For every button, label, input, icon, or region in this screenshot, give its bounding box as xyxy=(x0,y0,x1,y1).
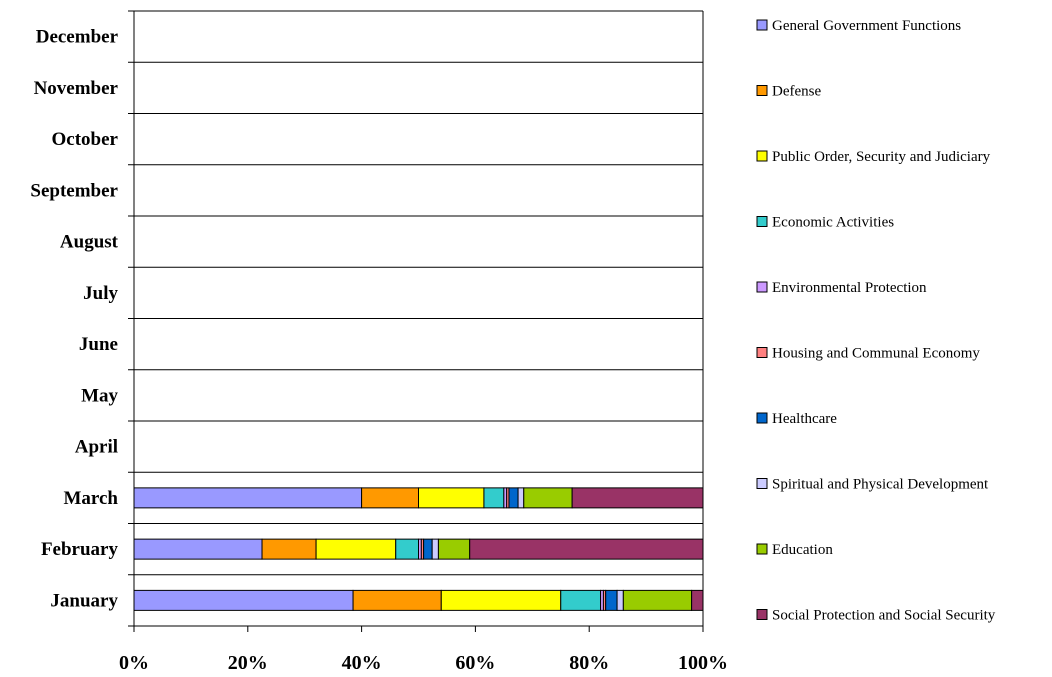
category-label: June xyxy=(79,334,118,355)
legend-label: Social Protection and Social Security xyxy=(772,608,996,624)
category-label: February xyxy=(41,539,119,560)
bar-segment xyxy=(508,487,519,509)
legend-swatch xyxy=(756,281,768,293)
legend-label: Public Order, Security and Judiciary xyxy=(772,149,991,165)
legend-label: Economic Activities xyxy=(772,215,894,231)
bar-segment xyxy=(571,487,704,509)
category-label: December xyxy=(36,27,119,48)
legend-swatch xyxy=(756,347,768,358)
category-label: October xyxy=(52,129,119,150)
category-label: September xyxy=(30,180,118,201)
legend-label: Education xyxy=(772,542,833,558)
bar-segment xyxy=(560,589,602,611)
bar-segment xyxy=(418,487,485,509)
bar-segment xyxy=(423,538,433,560)
bar-segment xyxy=(395,538,419,560)
x-tick-label: 80% xyxy=(569,652,609,674)
legend-swatch xyxy=(756,216,768,227)
x-tick-label: 60% xyxy=(455,652,495,674)
legend-label: Spiritual and Physical Development xyxy=(772,477,989,493)
bar-segment xyxy=(622,589,693,611)
category-label: April xyxy=(75,437,118,458)
bar-segment xyxy=(440,589,562,611)
bar-segment xyxy=(483,487,505,509)
bar-segment xyxy=(261,538,317,560)
bar-segment xyxy=(361,487,420,509)
legend-swatch xyxy=(756,543,768,555)
legend-swatch xyxy=(756,478,768,489)
bar-segment xyxy=(517,487,525,509)
bar-segment xyxy=(616,589,624,611)
bar-segment xyxy=(691,589,704,611)
legend-label: Defense xyxy=(772,84,821,100)
bar-segment xyxy=(523,487,573,509)
bar-segment xyxy=(431,538,439,560)
x-tick-label: 40% xyxy=(342,652,382,674)
x-tick-label: 20% xyxy=(228,652,268,674)
category-labels: January February March April May June July Augu… xyxy=(30,27,118,612)
legend-label: General Government Functions xyxy=(772,18,961,34)
legend-swatch xyxy=(756,412,768,424)
category-label: May xyxy=(81,385,118,406)
legend-label: Housing and Communal Economy xyxy=(772,346,980,362)
legend-swatch xyxy=(756,609,768,620)
category-label: November xyxy=(34,78,119,99)
axes xyxy=(128,10,704,632)
legend-swatch xyxy=(756,150,768,162)
bar-segment xyxy=(315,538,397,560)
x-tick-labels: 0% 20% 40% 60% 80% 100% xyxy=(119,652,728,674)
legend-swatch xyxy=(756,85,768,96)
bars xyxy=(133,487,704,611)
bar-segment xyxy=(469,538,704,560)
bar-segment xyxy=(133,538,263,560)
category-label: July xyxy=(83,283,118,304)
legend-label: Healthcare xyxy=(772,411,837,427)
x-tick-label: 100% xyxy=(678,652,728,674)
legend-label: Environmental Protection xyxy=(772,280,927,296)
bar-segment xyxy=(133,487,363,509)
category-label: August xyxy=(60,232,119,253)
category-label: March xyxy=(63,488,118,509)
legend: General Government Functions Defense Publi… xyxy=(756,18,996,624)
bar-segment xyxy=(133,589,354,611)
bar-segment xyxy=(437,538,471,560)
gridlines xyxy=(134,10,703,576)
category-label: January xyxy=(50,590,118,611)
bar-segment xyxy=(605,589,618,611)
x-tick-label: 0% xyxy=(119,652,149,674)
bar-segment xyxy=(352,589,442,611)
legend-swatch xyxy=(756,19,768,31)
